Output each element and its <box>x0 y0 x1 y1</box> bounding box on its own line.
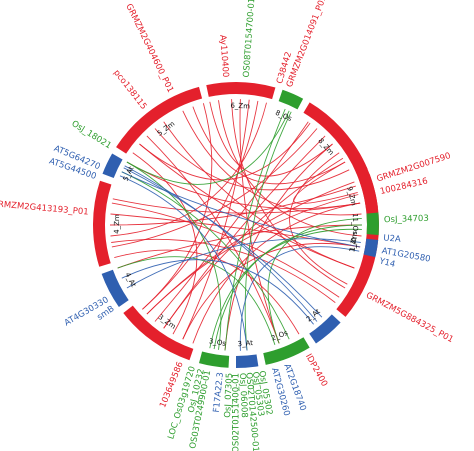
gene-label: Ay110400 <box>217 34 230 77</box>
segment-label-11_Os: 11_Os <box>351 213 359 235</box>
link-Zm-19 <box>182 243 361 340</box>
segment-9_Zm <box>358 173 378 210</box>
link-Os-43 <box>126 110 290 185</box>
link-Zm-27 <box>192 106 346 185</box>
link-Zm-12 <box>293 161 358 204</box>
link-Zm-26 <box>182 110 362 216</box>
gene-label: OsJ_06008 <box>237 373 249 418</box>
segment-label-2_Os: 2_Os <box>270 329 289 343</box>
segment-5_At <box>102 153 123 179</box>
segment-2_Os <box>263 337 310 365</box>
link-Os-42 <box>209 228 362 349</box>
link-Zm-5 <box>142 100 259 310</box>
segment-4_Zm <box>92 180 112 267</box>
segment-label-3_At: 3_At <box>237 339 253 348</box>
segment-8_Zm <box>303 102 368 174</box>
segment-1_At <box>363 238 379 258</box>
link-Zm-11 <box>289 152 348 285</box>
gene-label: IDP2400 <box>303 352 329 388</box>
link-Os-38 <box>267 217 362 344</box>
gene-label: OsJ_07305 <box>223 373 235 418</box>
link-Zm-30 <box>110 213 361 248</box>
segment-3_At <box>236 354 259 368</box>
link-Zm-24 <box>146 135 280 344</box>
gene-label: F17A22.3 <box>212 372 226 413</box>
link-At-48 <box>121 259 314 325</box>
link-Os-41 <box>126 161 222 350</box>
link-Zm-18 <box>117 224 363 269</box>
link-Zm-3 <box>239 99 280 344</box>
gene-label: GRMZM5G884325_P01 <box>364 291 455 346</box>
gene-label: GRMZM2G014091_P01 <box>285 0 329 89</box>
segment-label-3_Os: 3_Os <box>208 337 226 348</box>
segment-3_Os <box>198 351 230 368</box>
segments-layer <box>92 81 379 368</box>
link-Zm-0 <box>209 101 333 177</box>
link-Zm-10 <box>224 143 333 351</box>
link-Zm-34 <box>154 121 309 322</box>
segment-11_Os <box>366 212 379 235</box>
gene-label: OS08T0154700-01 <box>242 0 258 78</box>
link-Os-40 <box>117 256 276 345</box>
link-Zm-20 <box>139 143 355 269</box>
gene-label: pco138115 <box>111 68 148 112</box>
link-At-46 <box>119 175 248 351</box>
link-Zm-2 <box>231 99 346 289</box>
gene-label: Y14 <box>377 256 396 270</box>
link-At-44 <box>121 171 361 248</box>
segment-label-5_At: 5_At <box>122 165 136 183</box>
segment-label-3_Zm: 3_Zm <box>157 313 178 331</box>
gene-label: OsJ_18021 <box>69 119 112 151</box>
segment-5_Zm <box>116 86 203 154</box>
link-Zm-4 <box>182 99 250 340</box>
link-Os-39 <box>121 171 290 340</box>
links-layer <box>109 99 363 351</box>
segment-label-4_Zm: 4_Zm <box>113 214 121 234</box>
segment-label-9_Zm: 9_Zm <box>345 186 358 207</box>
segment-label-1_Zm: 1_Zm <box>348 231 359 252</box>
segment-label-8_Os: 8_Os <box>274 109 293 123</box>
link-At-47 <box>126 238 361 289</box>
gene-label: OS02T0151400-01 <box>232 373 242 451</box>
link-At-50 <box>123 167 323 318</box>
gene-label: OsJ_34703 <box>384 214 429 226</box>
link-At-49 <box>239 246 360 351</box>
link-Zm-25 <box>163 121 355 269</box>
gene-label: U2A <box>383 233 401 244</box>
gene-label: GRMZM2G404600_P01 <box>123 2 175 94</box>
gene-label: GRMZM2G413193_P01 <box>0 199 89 217</box>
link-Zm-32 <box>163 157 344 329</box>
link-Zm-28 <box>114 249 300 335</box>
link-Zm-14 <box>109 185 356 226</box>
link-Os-36 <box>244 111 292 351</box>
segment-label-6_Zm: 6_Zm <box>230 102 250 111</box>
segment-4_At <box>101 269 129 308</box>
segment-6_Zm <box>206 81 276 100</box>
link-Zm-31 <box>112 198 361 214</box>
link-Zm-23 <box>132 152 198 335</box>
link-Zm-21 <box>111 202 340 298</box>
segment-label-4_At: 4_At <box>123 271 137 289</box>
segment-3_Zm <box>123 305 194 361</box>
link-Zm-1 <box>218 100 362 237</box>
segment-8_Os <box>278 89 304 110</box>
segment-2_At <box>309 314 341 344</box>
segment-label-1_At: 1_At <box>348 236 358 253</box>
link-At-45 <box>124 165 318 322</box>
